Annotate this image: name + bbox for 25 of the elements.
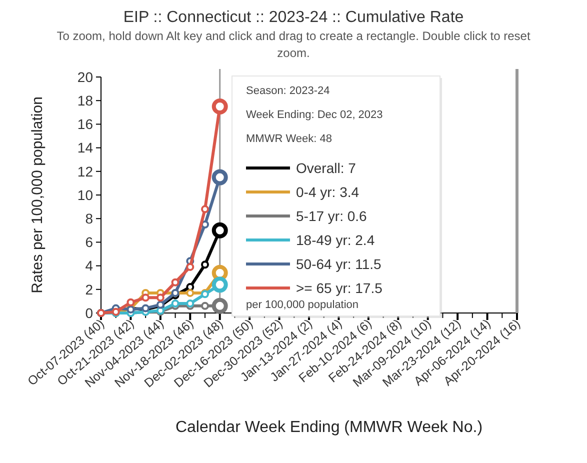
annotation: Week Ending: Dec 02, 2023 [246, 109, 383, 121]
legend-label: >= 65 yr: 17.5 [296, 280, 383, 296]
chart-subtitle: To zoom, hold down Alt key and click and drag to create a rectangle. Double click to reset zoom. [56, 28, 532, 62]
annotation: Season: 2023-24 [246, 85, 330, 97]
y-axis-title: Rates per 100,000 population [29, 96, 46, 294]
y-tick-label: 2 [85, 281, 94, 298]
legend-label: 0-4 yr: 3.4 [296, 184, 360, 200]
y-tick-label: 16 [77, 116, 94, 132]
chart-title: EIP :: Connecticut :: 2023-24 :: Cumulative Rate [123, 9, 464, 26]
annotation: MMWR Week: 48 [246, 133, 332, 145]
y-tick-label: 6 [85, 234, 94, 250]
legend-label: 5-17 yr: 0.6 [296, 208, 368, 224]
x-axis-title: Calendar Week Ending (MMWR Week No.) [175, 419, 483, 436]
y-tick-label: 20 [77, 68, 94, 85]
y-tick-label: 4 [85, 258, 94, 274]
y-tick-label: 0 [85, 304, 94, 321]
legend-label: 18-49 yr: 2.4 [296, 232, 375, 248]
annotation: per 100,000 population [246, 299, 359, 311]
legend-label: 50-64 yr: 11.5 [296, 256, 382, 272]
y-tick-label: 10 [77, 186, 94, 203]
y-tick-label: 8 [85, 210, 94, 226]
legend-label: Overall: 7 [296, 160, 356, 176]
y-tick-label: 18 [77, 92, 94, 108]
y-tick-label: 12 [77, 163, 94, 180]
y-tick-label: 14 [77, 140, 94, 156]
